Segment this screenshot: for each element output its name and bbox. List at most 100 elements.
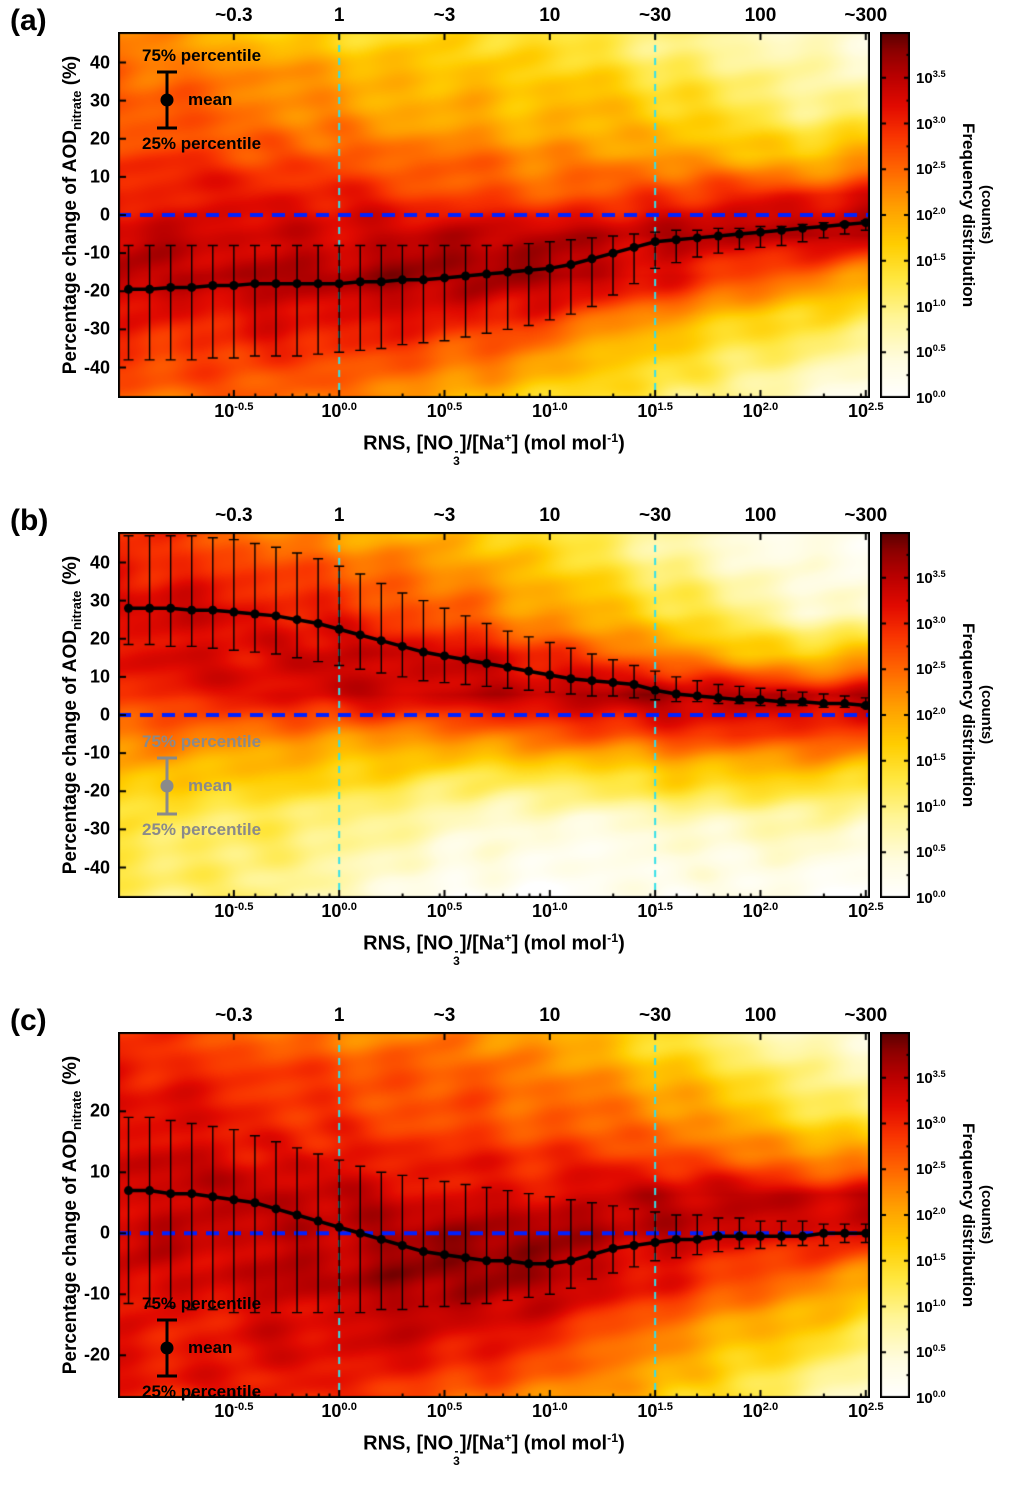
top-axis-label: ~30 [639, 1005, 672, 1026]
percentile-legend: 75% percentile mean 25% percentile [142, 732, 261, 839]
colorbar [880, 532, 910, 898]
panel-c: (c) Percentage change of AODnitrate (%) … [0, 1000, 1011, 1500]
x-axis-title: RNS, [NO -3]/[Na+] (mol mol-1) [118, 431, 870, 466]
x-tick-label: 101.5 [637, 401, 673, 421]
y-tick-label: 10 [89, 1161, 110, 1182]
x-tick-label: 102.0 [742, 1401, 779, 1421]
y-tick-label: 20 [89, 128, 110, 149]
y-tick-label: -20 [83, 780, 110, 801]
colorbar-tick-label: 103.0 [916, 114, 946, 133]
colorbar-tick-label: 102.0 [916, 206, 946, 224]
colorbar-tick-label: 101.5 [916, 1251, 946, 1270]
x-tick-label: 100.0 [321, 1401, 357, 1421]
top-axis-label: ~0.3 [215, 5, 253, 26]
x-tick-label: 102.0 [742, 401, 779, 421]
colorbar-tick-label: 103.0 [916, 614, 946, 633]
colorbar-title-main: Frequency distribution [959, 1122, 978, 1308]
y-tick-label: 20 [89, 628, 110, 649]
label-part: ]/[Na [459, 1432, 505, 1455]
top-axis-label: ~30 [639, 5, 672, 26]
y-tick-label: -10 [83, 742, 110, 763]
label-part: ]/[Na [459, 432, 505, 455]
top-axis-labels: ~0.3 1 ~3 10 ~30 100 ~300 [0, 505, 1011, 531]
x-axis-title: RNS, [NO -3]/[Na+] (mol mol-1) [118, 1431, 870, 1466]
x-tick-label: 100.5 [426, 901, 463, 921]
label-part: ) [618, 1432, 625, 1455]
top-axis-label: ~0.3 [215, 505, 253, 526]
colorbar-tick-label: 102.0 [916, 1206, 946, 1224]
top-axis-label: 100 [744, 5, 777, 26]
errorbar-symbol-icon [157, 756, 177, 816]
top-axis-label: 100 [744, 1005, 777, 1026]
colorbar-tick-label: 100.5 [916, 343, 946, 362]
y-tick-label: -40 [83, 857, 110, 877]
legend-mean-label: mean [188, 775, 233, 795]
panel-label: (c) [10, 1004, 47, 1037]
colorbar-tick-label: 102.5 [916, 660, 946, 679]
colorbar-tick-label: 101.0 [916, 297, 946, 316]
colorbar-title-main: Frequency distribution [959, 122, 978, 308]
colorbar-title: Frequency distribution (counts) [958, 532, 995, 898]
top-axis-label: 100 [744, 505, 777, 526]
colorbar-tick-label: 101.0 [916, 1297, 946, 1316]
top-axis-label: ~30 [639, 505, 672, 526]
colorbar-title-sub: (counts) [978, 185, 995, 245]
label-part: RNS, [NO [363, 432, 454, 455]
legend-mean-label: mean [188, 89, 233, 109]
top-axis-labels: ~0.3 1 ~3 10 ~30 100 ~300 [0, 1005, 1011, 1031]
top-axis-label: ~3 [433, 1005, 456, 1026]
y-tick-label: 10 [89, 166, 110, 187]
x-tick-label: 101.0 [532, 401, 568, 421]
x-tick-label: 102.5 [848, 401, 884, 421]
label-part: -1 [607, 431, 619, 445]
x-tick-label: 10-0.5 [214, 901, 254, 921]
x-axis-title: RNS, [NO -3]/[Na+] (mol mol-1) [118, 931, 870, 966]
label-part: -3 [453, 944, 460, 968]
x-tick-label: 10-0.5 [214, 1401, 254, 1421]
x-tick-label: 100.5 [426, 401, 463, 421]
label-part: (%) [60, 1055, 82, 1091]
top-axis-label: 1 [333, 505, 345, 526]
heatmap-plot [118, 532, 870, 898]
colorbar-tick-label: 100.0 [916, 389, 946, 407]
colorbar-title-sub: (counts) [978, 1185, 995, 1245]
x-tick-label: 100.0 [321, 901, 357, 921]
colorbar-title-main: Frequency distribution [959, 622, 978, 808]
x-tick-label: 102.0 [742, 901, 779, 921]
y-tick-label: -10 [83, 1283, 110, 1304]
colorbar-tick-label: 100.5 [916, 1343, 946, 1362]
top-axis-label: ~3 [433, 5, 456, 26]
label-part: -3 [453, 444, 460, 468]
legend-p75-label: 75% percentile [142, 732, 262, 751]
label-part: RNS, [NO [363, 932, 454, 955]
errorbar-symbol-icon [157, 1318, 177, 1378]
colorbar-title-sub: (counts) [978, 685, 995, 745]
x-tick-label: 101.5 [637, 1401, 673, 1421]
x-tick-label: 101.0 [532, 901, 568, 921]
errorbar-symbol-icon [157, 70, 177, 130]
x-tick-label: 101.0 [532, 1401, 568, 1421]
label-part: RNS, [NO [363, 1432, 454, 1455]
top-axis-label: ~3 [433, 505, 456, 526]
colorbar-tick-label: 103.0 [916, 1114, 946, 1133]
y-tick-label: 20 [89, 1100, 110, 1121]
y-tick-label: 0 [99, 704, 110, 725]
panel-b: (b) Percentage change of AODnitrate (%) … [0, 500, 1011, 1000]
legend-p25-label: 25% percentile [142, 1381, 262, 1401]
colorbar-tick-label: 100.5 [916, 843, 946, 862]
y-tick-label: 0 [99, 204, 110, 225]
percentile-legend: 75% percentile mean 25% percentile [142, 1294, 261, 1401]
label-part: + [504, 1431, 512, 1445]
y-tick-label: 40 [89, 552, 110, 572]
percentile-legend: 75% percentile mean 25% percentile [142, 46, 261, 153]
label-part: -1 [607, 931, 619, 945]
heatmap-plot [118, 32, 870, 398]
y-tick-label: 10 [89, 666, 110, 687]
y-tick-label: 30 [89, 90, 110, 111]
top-axis-label: 10 [539, 505, 561, 526]
colorbar-tick-label: 101.5 [916, 251, 946, 270]
legend-p25-label: 25% percentile [142, 133, 262, 153]
label-part: -3 [453, 1444, 460, 1468]
y-tick-label: -20 [83, 280, 110, 301]
x-tick-label: 101.5 [637, 901, 673, 921]
